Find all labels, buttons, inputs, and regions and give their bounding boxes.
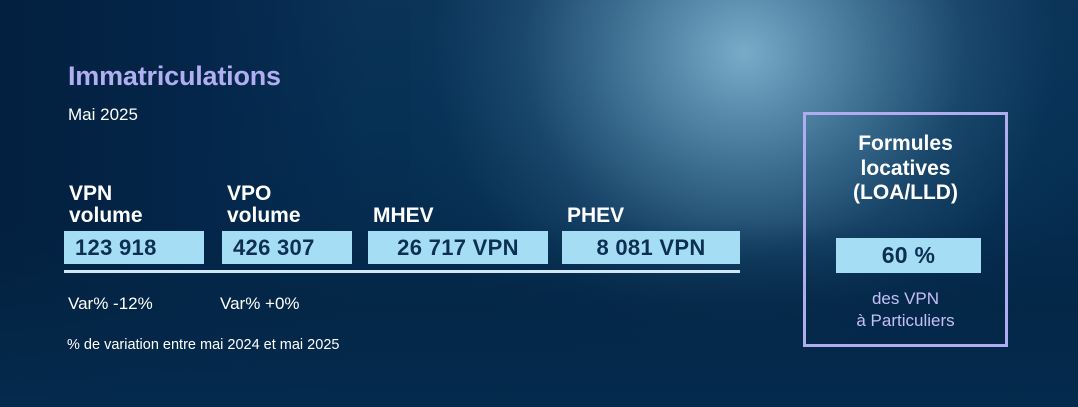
panel-formules-locatives: Formules locatives (LOA/LLD) 60 % des VP…	[803, 112, 1008, 347]
panel-caption: des VPN à Particuliers	[856, 289, 955, 331]
metric-label: VPN volume	[69, 182, 143, 227]
metric-bar: 426 307	[222, 231, 352, 264]
page-title: Immatriculations	[68, 61, 281, 91]
metric-label: PHEV	[567, 203, 625, 227]
page-subtitle: Mai 2025	[68, 105, 138, 124]
panel-title: Formules locatives (LOA/LLD)	[853, 132, 958, 205]
metric-bar: 8 081 VPN	[562, 231, 740, 264]
metric-label: VPO volume	[227, 182, 301, 227]
metric-vpo-volume: VPO volume 426 307	[222, 168, 352, 270]
metric-label: MHEV	[373, 203, 434, 227]
metric-value: 8 081 VPN	[596, 234, 706, 260]
panel-value: 60 %	[881, 242, 936, 268]
metric-value: 26 717 VPN	[397, 234, 519, 260]
metric-value: 123 918	[75, 234, 157, 260]
panel-value-box: 60 %	[836, 238, 981, 273]
footnote: % de variation entre mai 2024 et mai 202…	[67, 337, 340, 353]
metric-vpn-volume: VPN volume 123 918	[64, 168, 204, 270]
metric-phev: PHEV 8 081 VPN	[562, 168, 740, 270]
metric-value: 426 307	[233, 234, 315, 260]
metric-mhev: MHEV 26 717 VPN	[368, 168, 548, 270]
variation-row: Var% -12% Var% +0%	[64, 294, 754, 318]
metric-bar: 26 717 VPN	[368, 231, 548, 264]
metrics-row: VPN volume 123 918 VPO volume 426 307 MH…	[64, 168, 754, 270]
metrics-baseline	[64, 270, 740, 273]
variation-vpo: Var% +0%	[220, 294, 300, 313]
variation-vpn: Var% -12%	[68, 294, 153, 313]
metric-bar: 123 918	[64, 231, 204, 264]
